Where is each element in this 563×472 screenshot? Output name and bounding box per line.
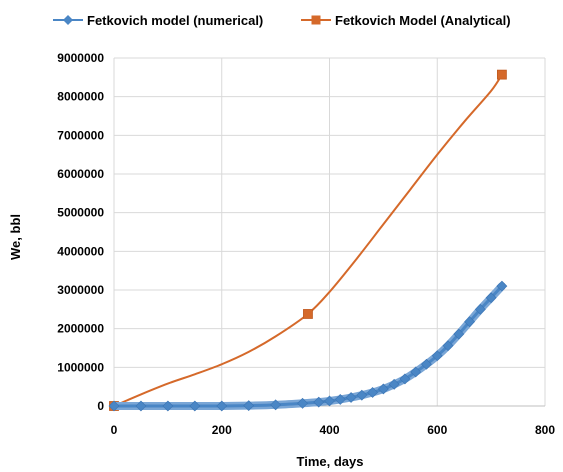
data-point-numerical (442, 340, 454, 352)
data-point-numerical (297, 397, 308, 409)
y-tick-label: 6000000 (57, 167, 104, 181)
data-point-analytical (303, 309, 313, 319)
y-tick-label: 2000000 (57, 322, 104, 336)
data-point-numerical (453, 328, 465, 340)
x-tick-label: 200 (212, 423, 232, 437)
data-point-numerical (270, 399, 282, 411)
data-point-numerical (474, 303, 486, 315)
data-point-numerical (496, 280, 508, 292)
data-point-numerical (334, 394, 346, 405)
y-tick-label: 4000000 (57, 244, 104, 258)
y-tick-label: 3000000 (57, 283, 104, 297)
data-point-numerical (421, 358, 432, 370)
x-tick-label: 800 (535, 423, 555, 437)
data-point-numerical (410, 366, 422, 378)
data-point-numerical (431, 350, 443, 362)
data-point-numerical (399, 373, 411, 385)
y-tick-label: 5000000 (57, 206, 104, 220)
y-tick-label: 8000000 (57, 90, 104, 104)
data-point-numerical (356, 389, 368, 401)
data-point-numerical (216, 400, 228, 412)
legend-item-numerical: Fetkovich model (numerical) (87, 13, 263, 28)
data-point-numerical (324, 395, 335, 407)
data-point-numerical (135, 400, 147, 412)
x-tick-label: 600 (427, 423, 447, 437)
y-tick-label: 0 (97, 399, 104, 413)
tick-labels: 0100000020000003000000400000050000006000… (57, 51, 555, 437)
x-tick-label: 400 (319, 423, 339, 437)
data-point-numerical (313, 396, 325, 408)
x-axis-title: Time, days (297, 454, 364, 469)
data-point-numerical (388, 378, 400, 390)
data-point-analytical (496, 69, 507, 80)
legend-marker-diamond (63, 15, 73, 25)
x-tick-label: 0 (111, 423, 118, 437)
data-point-numerical (367, 387, 379, 398)
y-tick-label: 9000000 (57, 51, 104, 65)
legend-marker-square (311, 15, 321, 25)
series-line-analytical (113, 74, 503, 407)
gridlines (114, 57, 546, 406)
data-point-numerical (377, 383, 389, 395)
data-point-numerical (189, 400, 201, 412)
y-tick-label: 7000000 (57, 128, 104, 142)
series-layer (108, 69, 508, 412)
y-tick-label: 1000000 (57, 360, 104, 374)
data-point-numerical (162, 400, 174, 412)
data-point-numerical (243, 400, 255, 412)
legend-item-analytical: Fetkovich Model (Analytical) (335, 13, 511, 28)
data-point-numerical (464, 316, 475, 328)
data-point-numerical (345, 392, 357, 403)
legend: Fetkovich model (numerical) Fetkovich Mod… (53, 13, 511, 28)
y-axis-title: We, bbl (8, 214, 23, 260)
data-point-numerical (485, 292, 497, 304)
data-point-numerical (108, 400, 120, 412)
